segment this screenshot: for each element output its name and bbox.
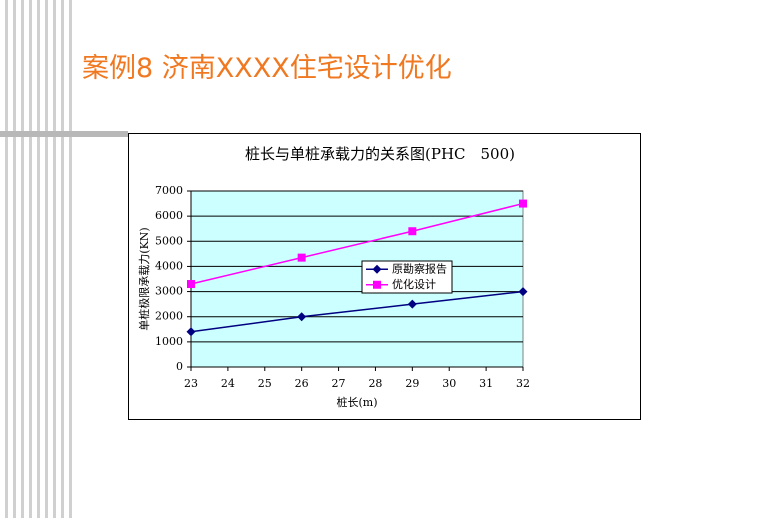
- y-axis-label: 单桩极限承载力(KN): [137, 227, 151, 330]
- x-tick-label: 30: [442, 377, 456, 390]
- x-tick-label: 26: [295, 377, 309, 390]
- y-tick-label: 5000: [155, 234, 183, 247]
- divider-bar: [0, 131, 128, 137]
- series-line: [190, 290, 524, 333]
- data-point: [408, 227, 417, 236]
- data-point: [519, 199, 527, 208]
- data-point: [518, 287, 528, 297]
- y-tick-label: 7000: [155, 184, 183, 197]
- x-tick-label: 25: [258, 377, 272, 390]
- legend-label: 原勘察报告: [392, 261, 447, 275]
- data-point: [297, 253, 306, 262]
- legend-marker: [372, 264, 382, 274]
- series-line: [190, 202, 524, 285]
- x-axis-label: 桩长(m): [336, 395, 377, 409]
- x-tick-label: 32: [516, 377, 530, 390]
- y-tick-label: 4000: [155, 259, 183, 272]
- data-point: [186, 327, 196, 337]
- data-point: [407, 299, 417, 309]
- x-tick-label: 28: [368, 377, 382, 390]
- x-tick-label: 23: [184, 377, 198, 390]
- y-tick-label: 2000: [155, 310, 183, 323]
- stripe-decoration: [0, 0, 76, 518]
- chart-title: 桩长与单桩承载力的关系图(PHC 500): [245, 145, 515, 163]
- data-point: [187, 280, 195, 289]
- data-point: [297, 312, 307, 322]
- x-tick-label: 24: [221, 377, 235, 390]
- x-tick-label: 27: [332, 377, 346, 390]
- y-tick-label: 0: [176, 360, 183, 373]
- y-tick-label: 3000: [155, 285, 183, 298]
- legend-label: 优化设计: [392, 277, 436, 291]
- x-tick-label: 29: [405, 377, 419, 390]
- legend-marker: [373, 280, 381, 289]
- y-tick-label: 6000: [155, 209, 183, 222]
- slide-title: 案例8 济南XXXX住宅设计优化: [82, 53, 452, 84]
- x-tick-label: 31: [479, 377, 493, 390]
- y-tick-label: 1000: [155, 335, 183, 348]
- plot-area: [190, 190, 524, 368]
